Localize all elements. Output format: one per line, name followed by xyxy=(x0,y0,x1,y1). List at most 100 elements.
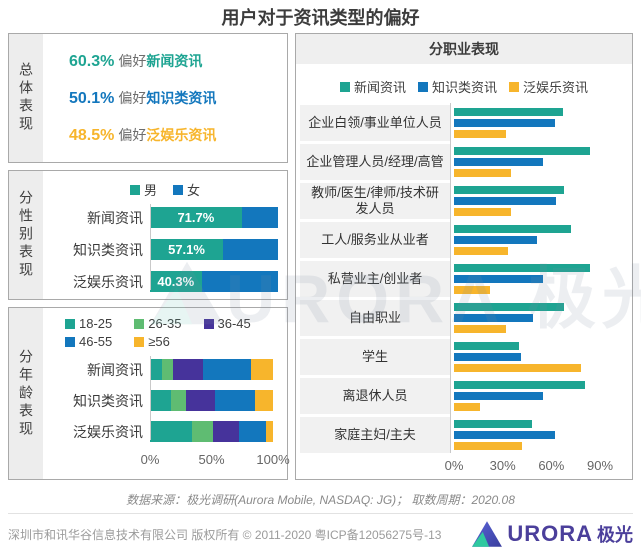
occupation-bar-group xyxy=(454,107,563,140)
legend-item: 男 xyxy=(129,180,157,199)
overall-stat-row: 48.5% 偏好泛娱乐资讯 xyxy=(69,125,287,145)
gender-chart: 男女 新闻资讯 71.7% 知识类资讯 57.1% 泛娱乐资讯 40.3% xyxy=(43,171,287,299)
age-stacked-bar xyxy=(150,421,273,442)
occupation-row: 教师/医生/律师/技术研发人员 xyxy=(300,183,632,219)
bar xyxy=(454,353,521,361)
gender-bar: 40.3% xyxy=(150,271,278,292)
occupation-bar-group xyxy=(454,263,591,296)
bar-segment xyxy=(150,421,192,442)
occupation-bar-group xyxy=(454,380,586,413)
stat-percent: 50.1% xyxy=(69,89,115,107)
legend-swatch xyxy=(509,81,519,92)
bar-segment-female xyxy=(241,207,278,228)
occupation-bars: 企业白领/事业单位人员 企业管理人员/经理/高管 教师/医生/律师/技术研发人员 工人… xyxy=(296,103,632,453)
legend-label: 女 xyxy=(187,183,201,198)
axis-tick-label: 0% xyxy=(140,452,160,467)
age-x-axis: 0% 50% 100% xyxy=(141,452,290,468)
legend-item: 知识类资讯 xyxy=(417,77,497,96)
legend-item: 18-25 xyxy=(65,316,112,331)
bar xyxy=(454,325,506,333)
overall-stats: 60.3% 偏好新闻资讯 50.1% 偏好知识类资讯 48.5% 偏好泛娱乐资讯 xyxy=(43,34,287,162)
axis-tick-label: 60% xyxy=(538,458,565,473)
gender-row: 知识类资讯 57.1% xyxy=(43,239,287,260)
bar-segment xyxy=(215,390,255,411)
bar xyxy=(454,225,571,233)
occupation-row: 家庭主妇/主夫 xyxy=(300,417,632,453)
gender-legend: 男女 xyxy=(43,180,287,199)
age-stacked-bar xyxy=(150,390,273,411)
logo-brand-text: URORA xyxy=(507,521,593,546)
gender-row: 泛娱乐资讯 40.3% xyxy=(43,271,287,292)
bar xyxy=(454,236,537,244)
legend-swatch xyxy=(173,184,183,195)
bar xyxy=(454,286,490,294)
bar xyxy=(454,364,581,372)
axis-tick-label: 90% xyxy=(586,458,614,473)
legend-label: 男 xyxy=(143,183,157,198)
category-label: 知识类资讯 xyxy=(73,241,143,258)
bar-segment xyxy=(250,359,273,380)
category-label: 泛娱乐资讯 xyxy=(73,423,143,440)
bar xyxy=(454,392,544,400)
bar xyxy=(454,108,563,116)
stat-category: 新闻资讯 xyxy=(146,52,203,69)
bar xyxy=(454,275,544,283)
bar xyxy=(454,303,565,311)
bar xyxy=(454,247,508,255)
legend-swatch xyxy=(134,318,145,329)
bar xyxy=(454,314,534,322)
stat-percent: 60.3% xyxy=(69,52,115,70)
bar-segment xyxy=(202,359,251,380)
overall-stat-row: 50.1% 偏好知识类资讯 xyxy=(69,88,287,108)
data-source-note: 数据来源：极光调研(Aurora Mobile, NASDAQ: JG)； 取数… xyxy=(126,493,515,507)
axis-tick-label: 0% xyxy=(444,458,464,473)
bar-segment xyxy=(212,421,239,442)
bar xyxy=(454,342,519,350)
occupation-axis-line xyxy=(450,103,451,453)
occupation-row: 工人/服务业从业者 xyxy=(300,222,632,258)
occupation-label: 学生 xyxy=(300,339,450,375)
legend-swatch xyxy=(417,81,428,92)
legend-label: 36-45 xyxy=(217,316,251,331)
gender-bars: 新闻资讯 71.7% 知识类资讯 57.1% 泛娱乐资讯 40.3% xyxy=(43,204,287,292)
bar xyxy=(454,119,555,127)
occupation-bar-group xyxy=(454,185,565,218)
occupation-label: 工人/服务业从业者 xyxy=(300,222,450,258)
category-label: 泛娱乐资讯 xyxy=(73,273,143,290)
bar-segment-female xyxy=(201,271,278,292)
bar-segment xyxy=(238,421,266,442)
panel-age-label: 分年龄表现 xyxy=(9,308,43,479)
legend-label: 知识类资讯 xyxy=(431,80,497,95)
age-row: 知识类资讯 xyxy=(43,390,287,411)
bar xyxy=(454,403,480,411)
legend-item: 36-45 xyxy=(203,316,251,331)
bar xyxy=(454,381,586,389)
legend-label: 26-35 xyxy=(148,316,182,331)
panel-gender: 分性别表现 男女 新闻资讯 71.7% 知识类资讯 57.1% 泛娱乐资讯 40.3% xyxy=(8,170,288,300)
aurora-logo: URORA 极光 xyxy=(471,520,633,548)
legend-item: 新闻资讯 xyxy=(339,77,406,96)
gender-axis-line xyxy=(150,204,151,290)
age-chart: 18-25 26-35 36-45 46-55 ≥56 新闻资讯 知识类资讯 泛娱乐资讯 0… xyxy=(43,308,290,479)
legend-swatch xyxy=(129,184,140,195)
bar-segment-male: 71.7% xyxy=(150,207,242,228)
occupation-row: 企业白领/事业单位人员 xyxy=(300,105,632,141)
legend-item: ≥56 xyxy=(134,334,170,349)
occupation-row: 学生 xyxy=(300,339,632,375)
occupation-bar-group xyxy=(454,419,555,452)
bar-segment xyxy=(173,359,203,380)
occupation-row: 私营业主/创业者 xyxy=(300,261,632,297)
age-axis-line xyxy=(150,356,151,440)
legend-item: 46-55 xyxy=(65,334,112,349)
bar-segment xyxy=(162,359,174,380)
bar-segment xyxy=(185,390,216,411)
panel-gender-label: 分性别表现 xyxy=(9,171,43,299)
occupation-row: 离退休人员 xyxy=(300,378,632,414)
bar xyxy=(454,130,506,138)
bar-segment xyxy=(170,390,186,411)
age-stacked-bar xyxy=(150,359,273,380)
bar xyxy=(454,147,591,155)
panel-age: 分年龄表现 18-25 26-35 36-45 46-55 ≥56 新闻资讯 知识类资讯泛… xyxy=(8,307,290,480)
axis-tick-label: 30% xyxy=(489,458,516,473)
bar-segment xyxy=(254,390,273,411)
